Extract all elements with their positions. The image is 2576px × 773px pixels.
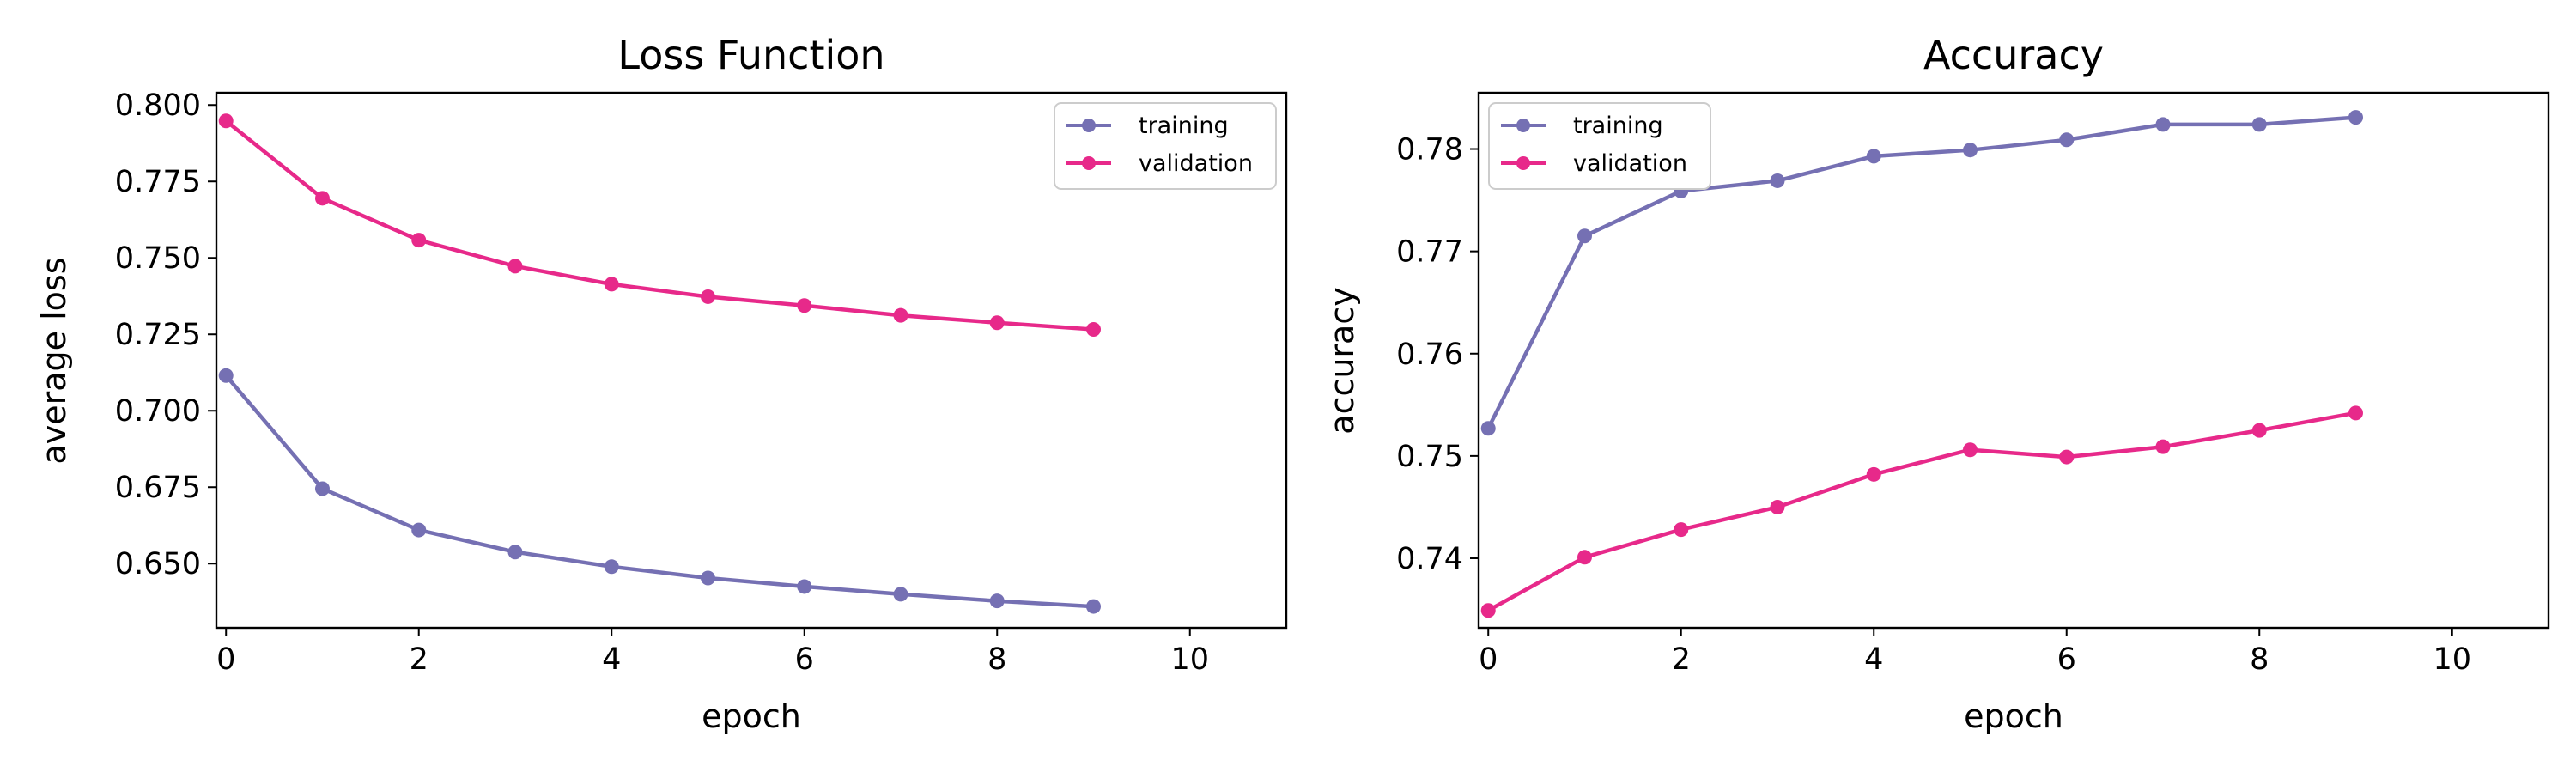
accuracy-x-tick-label: 10 [2433, 642, 2471, 677]
accuracy-y-tick-label: 0.74 [1396, 542, 1463, 576]
loss-training-point [604, 559, 619, 575]
loss-x-axis-label: epoch [702, 697, 801, 735]
accuracy-chart: Accuracy 0 2 4 6 8 10 0.74 0.75 0.76 0.77 0.78 epo… [1323, 32, 2550, 735]
loss-x-tick-label: 6 [795, 642, 814, 677]
loss-y-tick-label: 0.650 [115, 547, 201, 581]
loss-training-point [989, 593, 1005, 609]
loss-validation-point [604, 277, 619, 292]
accuracy-series [1480, 110, 2363, 618]
loss-legend-training-label: training [1139, 113, 1229, 139]
loss-training-point [797, 579, 812, 594]
accuracy-validation-point [1674, 522, 1689, 538]
accuracy-validation-point [2059, 449, 2075, 465]
accuracy-y-tick-label: 0.76 [1396, 338, 1463, 372]
loss-legend-training-marker [1082, 119, 1096, 132]
accuracy-x-tick-label: 8 [2250, 642, 2269, 677]
accuracy-y-tick-label: 0.77 [1396, 235, 1463, 270]
loss-axis-ticks: 0 2 4 6 8 10 0.650 0.675 0.700 0.725 0.750 0.775 0.8… [115, 88, 1209, 677]
loss-x-tick-label: 4 [602, 642, 621, 677]
accuracy-training-point [1577, 228, 1592, 244]
loss-training-point [314, 481, 330, 496]
accuracy-validation-point [2155, 439, 2171, 454]
loss-validation-line [224, 119, 1094, 332]
accuracy-x-tick-label: 2 [1672, 642, 1691, 677]
loss-training-point [1085, 599, 1101, 614]
accuracy-training-point [2155, 117, 2171, 132]
loss-validation-point [218, 113, 234, 129]
loss-y-axis-label: average loss [35, 257, 73, 464]
loss-y-tick-label: 0.800 [115, 88, 201, 123]
loss-legend-validation-label: validation [1139, 150, 1253, 177]
accuracy-x-tick-label: 4 [1864, 642, 1883, 677]
loss-y-tick-label: 0.725 [115, 318, 201, 352]
accuracy-legend-training-label: training [1573, 113, 1663, 139]
accuracy-training-point [2059, 132, 2075, 148]
accuracy-training-point [1866, 149, 1881, 164]
accuracy-training-point [1962, 143, 1978, 158]
accuracy-y-tick-label: 0.75 [1396, 440, 1463, 474]
accuracy-training-point [1480, 421, 1496, 436]
loss-validation-point [411, 233, 427, 248]
loss-validation-point [797, 298, 812, 313]
loss-chart-title: Loss Function [617, 32, 884, 78]
loss-y-tick-label: 0.700 [115, 394, 201, 429]
loss-chart: Loss Function 0 2 4 6 8 10 0.650 0.675 0.700 0.72… [35, 32, 1288, 735]
loss-validation-point [700, 289, 715, 304]
accuracy-x-tick-label: 0 [1479, 642, 1498, 677]
accuracy-x-tick-label: 6 [2057, 642, 2076, 677]
loss-y-tick-label: 0.750 [115, 241, 201, 276]
loss-validation-point [1085, 322, 1101, 338]
loss-y-tick-label: 0.675 [115, 471, 201, 505]
loss-legend: training validation [1054, 102, 1277, 190]
accuracy-y-tick-label: 0.78 [1396, 133, 1463, 167]
accuracy-validation-point [1770, 499, 1785, 514]
accuracy-legend-validation-marker [1516, 156, 1530, 170]
loss-validation-point [989, 315, 1005, 331]
accuracy-validation-point [1577, 550, 1592, 565]
accuracy-axis-ticks: 0 2 4 6 8 10 0.74 0.75 0.76 0.77 0.78 [1396, 133, 2471, 677]
accuracy-validation-point [2348, 405, 2363, 421]
accuracy-legend-validation-label: validation [1573, 150, 1687, 177]
loss-x-tick-label: 0 [216, 642, 235, 677]
loss-series [218, 113, 1101, 614]
accuracy-y-axis-label: accuracy [1323, 287, 1361, 434]
loss-validation-point [893, 307, 908, 323]
accuracy-x-axis-label: epoch [1964, 697, 2063, 735]
accuracy-legend: training validation [1488, 102, 1711, 190]
loss-y-tick-label: 0.775 [115, 165, 201, 199]
accuracy-training-point [2348, 110, 2363, 125]
loss-validation-point [314, 191, 330, 206]
accuracy-training-point [1770, 173, 1785, 188]
accuracy-training-line [1486, 115, 2356, 429]
loss-training-point [218, 368, 234, 383]
accuracy-validation-point [2251, 423, 2267, 438]
loss-training-point [893, 587, 908, 602]
accuracy-validation-point [1866, 466, 1881, 482]
accuracy-validation-line [1487, 411, 2356, 612]
loss-training-point [507, 545, 523, 560]
loss-x-tick-label: 2 [410, 642, 428, 677]
loss-training-line [224, 374, 1094, 609]
loss-legend-validation-marker [1082, 156, 1096, 170]
accuracy-validation-point [1962, 442, 1978, 458]
accuracy-validation-point [1480, 603, 1496, 618]
loss-x-tick-label: 8 [987, 642, 1006, 677]
accuracy-legend-training-marker [1516, 119, 1530, 132]
loss-training-point [700, 570, 715, 586]
loss-validation-point [507, 259, 523, 274]
loss-x-tick-label: 10 [1170, 642, 1209, 677]
loss-training-point [411, 522, 427, 538]
accuracy-chart-title: Accuracy [1923, 32, 2104, 78]
accuracy-training-point [2251, 117, 2267, 132]
